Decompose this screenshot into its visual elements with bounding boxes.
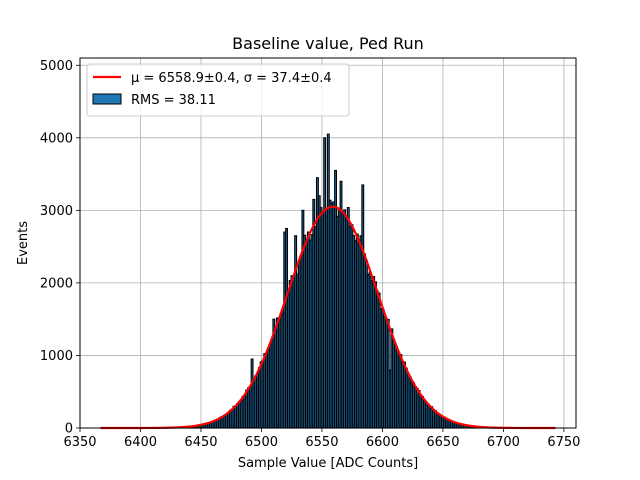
x-tick-label-0: 6350 bbox=[63, 435, 96, 450]
y-tick-label-5: 5000 bbox=[40, 59, 73, 74]
y-tick-label-2: 2000 bbox=[40, 276, 73, 291]
legend-fit-sigma: σ = 37.4±0.4 bbox=[244, 71, 332, 86]
x-axis-ticks: 6350 6400 6450 6500 6550 6600 6650 6700 6750 bbox=[63, 428, 580, 450]
x-tick-label-8: 6750 bbox=[547, 435, 580, 450]
chart-title: Baseline value, Ped Run bbox=[232, 34, 424, 53]
x-tick-label-1: 6400 bbox=[124, 435, 157, 450]
y-tick-label-3: 3000 bbox=[40, 204, 73, 219]
y-axis-ticks: 0 1000 2000 3000 4000 5000 bbox=[40, 59, 80, 437]
x-axis-label: Sample Value [ADC Counts] bbox=[238, 456, 418, 471]
fit-line bbox=[100, 205, 556, 430]
y-tick-label-4: 4000 bbox=[40, 131, 73, 146]
legend-hist-label: RMS = 38.11 bbox=[131, 93, 216, 108]
y-tick-label-0: 0 bbox=[65, 422, 73, 437]
legend-box bbox=[86, 63, 350, 117]
x-tick-label-2: 6450 bbox=[184, 435, 217, 450]
y-axis-label: Events bbox=[16, 221, 31, 265]
x-tick-label-6: 6650 bbox=[426, 435, 459, 450]
x-tick-label-5: 6600 bbox=[366, 435, 399, 450]
plot-frame bbox=[79, 57, 577, 429]
x-tick-label-7: 6700 bbox=[487, 435, 520, 450]
x-tick-label-3: 6500 bbox=[245, 435, 278, 450]
legend-hist-swatch bbox=[92, 93, 122, 105]
gaussian-fit-curve bbox=[100, 205, 556, 430]
legend-fit-mu: μ = 6558.9±0.4 bbox=[131, 71, 235, 86]
x-tick-label-4: 6550 bbox=[305, 435, 338, 450]
y-tick-label-1: 1000 bbox=[40, 349, 73, 364]
legend-fit-label: μ = 6558.9±0.4, σ = 37.4±0.4 bbox=[131, 71, 332, 86]
legend: μ = 6558.9±0.4, σ = 37.4±0.4 RMS = 38.11 bbox=[86, 63, 350, 117]
